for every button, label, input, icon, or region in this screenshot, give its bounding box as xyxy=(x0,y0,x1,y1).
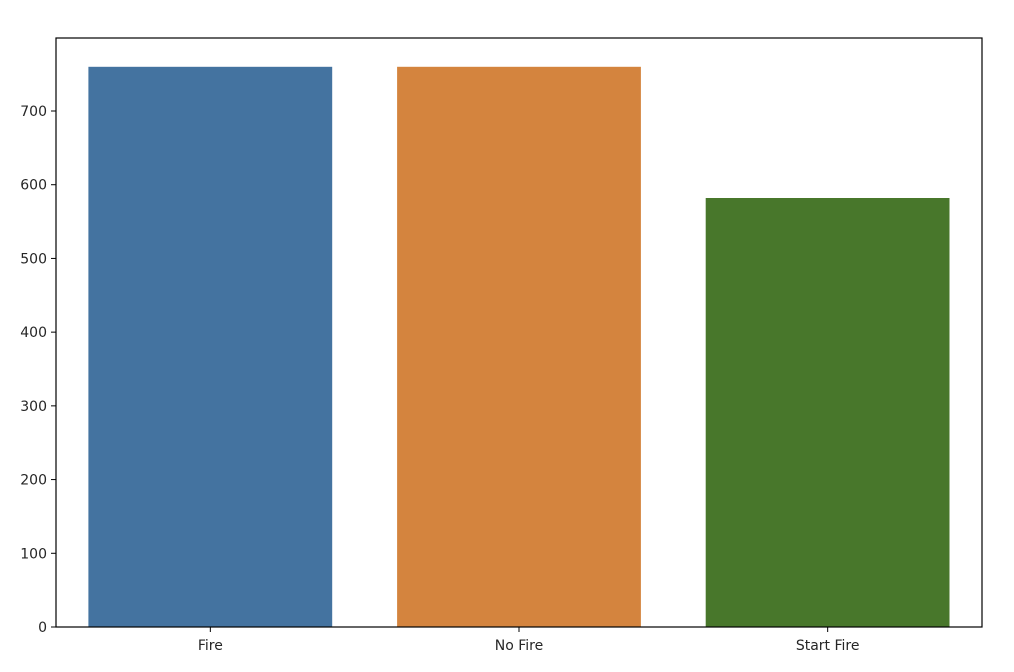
x-axis: Fire No Fire Start Fire xyxy=(198,627,860,654)
bar-start-fire xyxy=(705,198,950,627)
y-tick-label: 400 xyxy=(20,325,47,341)
y-tick-label: 0 xyxy=(38,620,47,636)
x-tick-label: No Fire xyxy=(495,638,543,654)
x-tick-label: Start Fire xyxy=(796,638,860,654)
plot-frame xyxy=(55,37,983,628)
y-tick-label: 700 xyxy=(20,104,47,120)
y-tick-label: 500 xyxy=(20,251,47,267)
bars-layer xyxy=(88,66,950,628)
y-tick-label: 200 xyxy=(20,473,47,489)
bar-no-fire xyxy=(397,66,641,628)
x-tick-label: Fire xyxy=(198,638,223,654)
y-axis: 0 100 200 300 400 500 600 700 xyxy=(20,104,56,636)
bar-fire xyxy=(88,66,333,628)
y-tick-label: 300 xyxy=(20,399,47,415)
y-tick-label: 600 xyxy=(20,178,47,194)
y-tick-label: 100 xyxy=(20,546,47,562)
